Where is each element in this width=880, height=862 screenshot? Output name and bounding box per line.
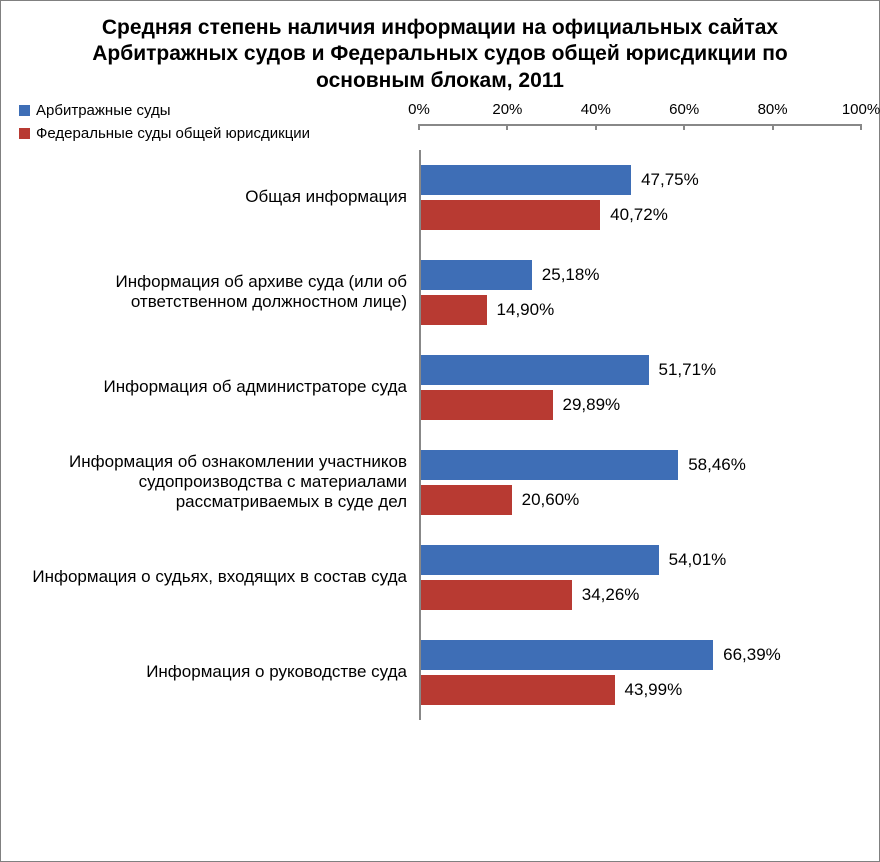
- bar: [421, 545, 659, 575]
- bar: [421, 390, 553, 420]
- bar: [421, 295, 487, 325]
- x-axis-tick-icon: [418, 124, 420, 130]
- bar-wrap: 58,46%: [421, 450, 861, 480]
- category-bars: 58,46% 20,60%: [419, 435, 861, 530]
- bar-wrap: 29,89%: [421, 390, 861, 420]
- category-row: Информация о судьях, входящих в состав с…: [19, 530, 861, 625]
- x-axis-tick-label: 0%: [408, 101, 430, 118]
- category-label: Общая информация: [19, 187, 419, 207]
- bar-wrap: 25,18%: [421, 260, 861, 290]
- category-label: Информация о судьях, входящих в состав с…: [19, 567, 419, 587]
- legend-item: Федеральные суды общей юрисдикции: [19, 125, 419, 142]
- category-row: Информация об администраторе суда 51,71% 2…: [19, 340, 861, 435]
- bar-wrap: 14,90%: [421, 295, 861, 325]
- category-label: Информация об ознакомлении участников су…: [19, 452, 419, 513]
- bar-value-label: 20,60%: [522, 490, 580, 510]
- category-label: Информация о руководстве суда: [19, 662, 419, 682]
- x-axis-tick-label: 20%: [492, 101, 522, 118]
- bar-wrap: 54,01%: [421, 545, 861, 575]
- bar-value-label: 51,71%: [659, 360, 717, 380]
- plot-area: Общая информация 47,75% 40,72% Информация о…: [19, 150, 861, 720]
- legend-label: Федеральные суды общей юрисдикции: [36, 125, 310, 142]
- bar: [421, 260, 532, 290]
- category-row: Общая информация 47,75% 40,72%: [19, 150, 861, 245]
- category-row: Информация об ознакомлении участников су…: [19, 435, 861, 530]
- bar-wrap: 20,60%: [421, 485, 861, 515]
- bar-wrap: 34,26%: [421, 580, 861, 610]
- bar-value-label: 47,75%: [641, 170, 699, 190]
- x-axis: 0%20%40%60%80%100%: [419, 102, 861, 146]
- legend-item: Арбитражные суды: [19, 102, 419, 119]
- bar: [421, 355, 649, 385]
- x-axis-tick-icon: [772, 124, 774, 130]
- bar-value-label: 29,89%: [563, 395, 621, 415]
- x-axis-tick-label: 100%: [842, 101, 880, 118]
- x-axis-tick-icon: [506, 124, 508, 130]
- bar: [421, 640, 713, 670]
- bar: [421, 580, 572, 610]
- bar-value-label: 54,01%: [669, 550, 727, 570]
- x-axis-tick-label: 60%: [669, 101, 699, 118]
- bar-value-label: 58,46%: [688, 455, 746, 475]
- legend-swatch-icon: [19, 128, 30, 139]
- bar-value-label: 43,99%: [625, 680, 683, 700]
- bar-wrap: 66,39%: [421, 640, 861, 670]
- bar-value-label: 40,72%: [610, 205, 668, 225]
- category-label: Информация об архиве суда (или об ответс…: [19, 272, 419, 313]
- category-bars: 47,75% 40,72%: [419, 150, 861, 245]
- legend-label: Арбитражные суды: [36, 102, 171, 119]
- bar-value-label: 34,26%: [582, 585, 640, 605]
- bar: [421, 165, 631, 195]
- category-row: Информация об архиве суда (или об ответс…: [19, 245, 861, 340]
- chart-container: Средняя степень наличия информации на оф…: [0, 0, 880, 862]
- chart-title: Средняя степень наличия информации на оф…: [50, 15, 830, 94]
- bar-value-label: 66,39%: [723, 645, 781, 665]
- category-row: Информация о руководстве суда 66,39% 43,99…: [19, 625, 861, 720]
- x-axis-ticks: 0%20%40%60%80%100%: [419, 102, 861, 126]
- category-label: Информация об администраторе суда: [19, 377, 419, 397]
- x-axis-tick-label: 40%: [581, 101, 611, 118]
- bar-wrap: 43,99%: [421, 675, 861, 705]
- bar-value-label: 14,90%: [497, 300, 555, 320]
- legend-swatch-icon: [19, 105, 30, 116]
- x-axis-tick-label: 80%: [758, 101, 788, 118]
- bar: [421, 450, 678, 480]
- bar: [421, 675, 615, 705]
- x-axis-tick-icon: [683, 124, 685, 130]
- category-bars: 51,71% 29,89%: [419, 340, 861, 435]
- bar-value-label: 25,18%: [542, 265, 600, 285]
- bar: [421, 485, 512, 515]
- category-bars: 25,18% 14,90%: [419, 245, 861, 340]
- x-axis-tick-icon: [595, 124, 597, 130]
- bar-wrap: 40,72%: [421, 200, 861, 230]
- categories: Общая информация 47,75% 40,72% Информация о…: [19, 150, 861, 720]
- chart-header-row: Арбитражные суды Федеральные суды общей …: [19, 102, 861, 148]
- category-bars: 66,39% 43,99%: [419, 625, 861, 720]
- bar-wrap: 51,71%: [421, 355, 861, 385]
- x-axis-tick-icon: [860, 124, 862, 130]
- category-bars: 54,01% 34,26%: [419, 530, 861, 625]
- bar: [421, 200, 600, 230]
- bar-wrap: 47,75%: [421, 165, 861, 195]
- legend: Арбитражные суды Федеральные суды общей …: [19, 102, 419, 148]
